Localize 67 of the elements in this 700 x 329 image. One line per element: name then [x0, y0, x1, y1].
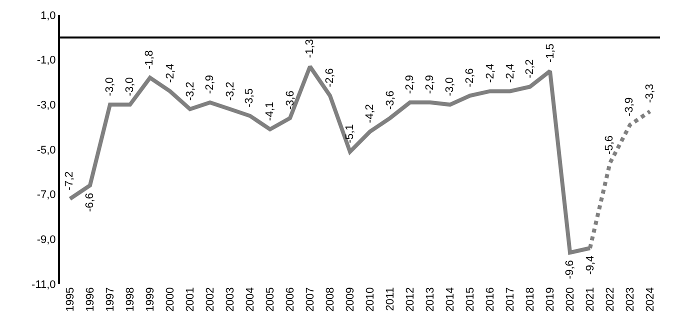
data-label: -2,4	[484, 64, 496, 83]
y-tick-label: -11,0	[32, 278, 56, 291]
y-tick-label: -7,0	[36, 189, 56, 202]
y-tick-label: -5,0	[36, 144, 56, 156]
x-tick-label: 2013	[424, 287, 437, 312]
x-tick-label: 2006	[284, 287, 297, 312]
data-label: -3,0	[444, 77, 456, 96]
y-tick-label: -3,0	[36, 100, 56, 112]
x-tick-label: 2017	[504, 287, 517, 312]
data-label: -3,2	[184, 82, 196, 101]
x-tick-label: 2009	[344, 287, 357, 312]
data-label: -4,1	[264, 102, 276, 121]
data-label: -3,0	[104, 77, 116, 96]
x-tick-label: 2002	[204, 287, 217, 312]
data-label: -1,8	[144, 50, 156, 70]
x-tick-label: 2007	[304, 287, 317, 312]
data-label: -2,4	[504, 64, 516, 83]
x-tick-label: 2019	[544, 287, 557, 312]
data-label: -3,0	[124, 77, 136, 96]
x-tick-label: 2015	[464, 287, 477, 312]
x-tick-label: 2012	[404, 287, 417, 312]
data-label: -9,4	[584, 256, 596, 275]
data-label: -5,1	[344, 124, 356, 144]
data-label: -2,4	[164, 64, 176, 83]
x-tick-label: 1996	[84, 287, 97, 312]
data-label: -3,5	[244, 88, 256, 108]
data-label: -5,6	[604, 135, 616, 154]
data-label: -3,9	[624, 97, 636, 116]
x-tick-label: 2021	[584, 287, 597, 312]
data-label: -4,2	[364, 104, 376, 124]
x-tick-label: 2022	[604, 287, 617, 312]
data-label: -2,6	[464, 68, 476, 88]
x-tick-label: 1997	[104, 287, 117, 312]
x-tick-label: 2018	[524, 287, 537, 312]
x-tick-label: 1995	[64, 287, 77, 312]
x-tick-label: 1999	[144, 287, 157, 312]
y-tick-label: 1,0	[40, 10, 56, 22]
x-tick-label: 2024	[644, 287, 657, 312]
x-tick-label: 2000	[164, 287, 177, 312]
x-tick-label: 2023	[624, 287, 637, 312]
data-label: -2,9	[404, 74, 416, 94]
data-label: -2,9	[424, 74, 436, 94]
x-tick-label: 2014	[444, 287, 457, 312]
data-label: -3,3	[644, 84, 656, 103]
data-label: -2,2	[524, 59, 536, 78]
x-tick-label: 1998	[124, 287, 137, 312]
x-tick-label: 2005	[264, 287, 277, 312]
data-label: -3,6	[284, 90, 296, 110]
data-label: -3,6	[384, 90, 396, 110]
data-label: -9,6	[564, 260, 576, 280]
data-label: -2,9	[204, 74, 216, 94]
x-tick-label: 2008	[324, 287, 337, 312]
y-tick-label: -9,0	[36, 234, 56, 246]
data-label: -7,2	[64, 171, 76, 190]
data-label: -1,3	[304, 39, 316, 58]
data-label: -2,6	[324, 68, 336, 88]
data-label: -1,5	[544, 44, 556, 63]
x-tick-label: 2003	[224, 287, 237, 312]
x-tick-label: 2020	[564, 287, 577, 312]
x-tick-label: 2001	[184, 287, 197, 312]
data-label: -3,2	[224, 82, 236, 101]
x-tick-label: 2010	[364, 287, 377, 312]
x-tick-label: 2016	[484, 287, 497, 312]
x-tick-label: 2004	[244, 287, 257, 312]
data-label: -6,6	[84, 192, 96, 212]
y-tick-label: -1,0	[36, 54, 56, 67]
x-tick-label: 2011	[384, 287, 397, 311]
